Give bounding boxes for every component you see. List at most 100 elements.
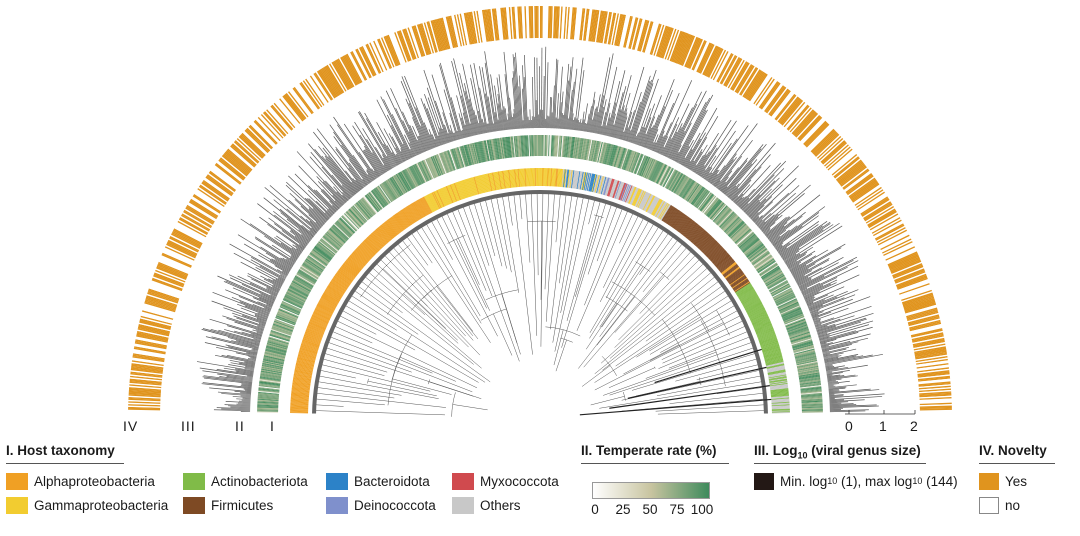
- temperate-segment: [269, 332, 291, 340]
- temperate-segment: [653, 162, 664, 183]
- novelty-segment: [233, 141, 259, 164]
- temperate-segment: [299, 267, 319, 280]
- genus-size-bar: [700, 169, 706, 177]
- genus-size-bar: [337, 124, 376, 180]
- label-alphaproteobacteria: Alphaproteobacteria: [34, 473, 155, 489]
- taxonomy-segment: [387, 219, 400, 234]
- novelty-segment: [128, 405, 161, 408]
- novelty-segment: [839, 165, 867, 186]
- novelty-segment: [810, 128, 835, 153]
- novelty-segment: [129, 378, 162, 383]
- novelty-segment: [787, 105, 810, 131]
- taxonomy-segment: [667, 209, 679, 225]
- genus-size-bar: [772, 225, 798, 245]
- novelty-segment: [843, 169, 870, 190]
- temperate-segment: [396, 173, 409, 193]
- temperate-segment: [795, 355, 817, 361]
- taxonomy-segment: [537, 168, 539, 187]
- temperate-segment: [336, 220, 353, 237]
- temperate-segment: [257, 409, 279, 411]
- temperate-segment: [650, 161, 660, 181]
- temperate-segment: [797, 366, 819, 372]
- taxonomy-segment: [436, 190, 445, 207]
- taxonomy-segment: [757, 329, 775, 337]
- genus-size-bar: [271, 286, 280, 291]
- genus-size-bar: [555, 117, 557, 129]
- novelty-segment: [366, 43, 382, 74]
- taxonomy-segment: [743, 297, 760, 308]
- novelty-segment: [412, 25, 425, 57]
- temperate-segment: [315, 244, 333, 259]
- temperate-segment: [734, 227, 751, 243]
- taxonomy-segment: [388, 218, 401, 234]
- temperate-segment: [258, 387, 280, 392]
- temperate-segment: [259, 378, 281, 383]
- taxonomy-segment: [761, 343, 779, 350]
- genus-size-bar: [546, 62, 549, 129]
- novelty-segment: [377, 39, 391, 69]
- taxonomy-segment: [713, 251, 728, 265]
- genus-size-bar: [806, 301, 814, 306]
- temperate-segment: [343, 213, 359, 230]
- temperate-segment: [741, 237, 759, 252]
- genus-size-bar: [313, 189, 337, 213]
- tree-branch: [649, 304, 736, 355]
- genus-size-bar: [812, 296, 871, 319]
- temperate-segment: [491, 139, 497, 160]
- temperate-segment: [755, 257, 774, 271]
- temperate-segment: [485, 140, 491, 161]
- taxonomy-segment: [364, 239, 378, 253]
- novelty-segment: [130, 375, 163, 381]
- taxonomy-segment: [575, 170, 579, 189]
- temperate-segment: [768, 279, 788, 291]
- genus-size-bar: [707, 138, 738, 182]
- novelty-segment: [904, 300, 936, 312]
- taxonomy-segment: [342, 264, 357, 277]
- genus-size-bar: [309, 220, 320, 230]
- novelty-segment: [910, 328, 943, 337]
- genus-size-bar: [274, 237, 301, 256]
- genus-size-bar: [570, 68, 578, 130]
- novelty-segment: [823, 143, 849, 166]
- genus-size-bar: [723, 144, 764, 194]
- temperate-segment: [258, 384, 280, 388]
- genus-size-bar: [636, 126, 644, 145]
- novelty-segment: [289, 90, 310, 117]
- novelty-segment: [220, 156, 247, 178]
- genus-size-bar: [691, 144, 708, 171]
- taxonomy-segment: [611, 180, 618, 198]
- novelty-segment: [166, 243, 196, 259]
- temperate-segment: [357, 200, 373, 218]
- novelty-segment: [129, 387, 162, 391]
- genus-size-bar: [657, 122, 672, 154]
- temperate-segment: [665, 169, 677, 189]
- taxonomy-segment: [732, 279, 749, 290]
- tree-branch: [315, 392, 446, 408]
- taxonomy-segment: [314, 309, 331, 319]
- tree-branch: [540, 221, 542, 300]
- genus-size-bar: [494, 85, 502, 131]
- novelty-segment: [876, 225, 906, 242]
- genus-size-bar: [272, 284, 281, 289]
- temperate-segment: [304, 260, 323, 273]
- novelty-segment: [805, 122, 829, 147]
- taxonomy-segment: [304, 333, 322, 341]
- novelty-segment: [611, 13, 620, 46]
- temperate-segment: [311, 250, 329, 264]
- temperate-segment: [323, 234, 341, 249]
- genus-size-bar: [775, 242, 784, 249]
- taxonomy-segment: [368, 235, 382, 250]
- genus-size-bar: [286, 208, 317, 234]
- novelty-segment: [514, 6, 518, 39]
- genus-size-bar: [484, 51, 498, 132]
- genus-size-bar: [362, 128, 389, 171]
- novelty-segment: [880, 235, 911, 252]
- genus-size-bar: [288, 175, 332, 218]
- novelty-segment: [824, 145, 850, 168]
- genus-size-bar: [826, 374, 833, 377]
- genus-size-bar: [752, 215, 759, 222]
- novelty-segment: [189, 199, 218, 219]
- novelty-segment: [917, 370, 950, 376]
- taxonomy-segment: [739, 290, 756, 301]
- temperate-segment: [313, 247, 332, 261]
